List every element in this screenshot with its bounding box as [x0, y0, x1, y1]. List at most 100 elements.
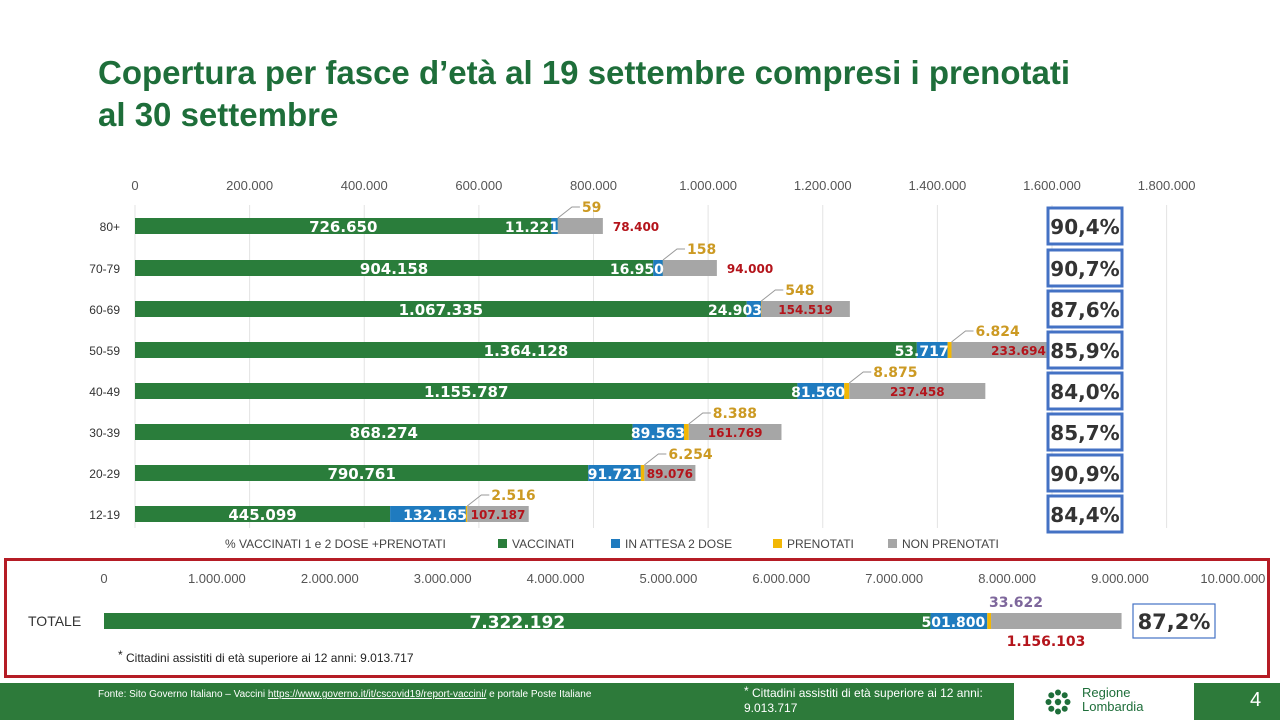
legend-swatch — [888, 539, 897, 548]
bar-prenotati — [760, 301, 762, 317]
value-label-vaccinati: 790.761 — [327, 465, 395, 483]
bar-in-attesa — [551, 218, 558, 234]
value-label-prenotati: 59 — [582, 200, 601, 216]
bar-vaccinati — [135, 465, 589, 481]
coverage-percent-value: 90,7% — [1050, 257, 1119, 281]
bar-in-attesa — [632, 424, 684, 440]
legend-swatch — [498, 539, 507, 548]
footer-population-note: * Cittadini assistiti di età superiore a… — [744, 684, 994, 716]
page-title-line-1: Copertura per fasce d’età al 19 settembr… — [98, 54, 1071, 91]
coverage-percent-box — [1046, 494, 1124, 534]
value-label-prenotati: 8.388 — [713, 406, 757, 422]
rosa-camuna-icon — [1044, 688, 1072, 716]
source-suffix: e portale Poste Italiane — [486, 689, 592, 700]
value-label-prenotati: 548 — [785, 283, 814, 299]
x-tick-label: 1.600.000 — [1023, 178, 1081, 193]
logo-wordmark: Regione Lombardia — [1082, 686, 1143, 714]
value-label-vaccinati: 1.067.335 — [399, 301, 483, 319]
bar-non-prenotati — [644, 465, 696, 481]
logo-line-2: Lombardia — [1082, 699, 1144, 714]
bar-prenotati — [683, 424, 689, 440]
bar-vaccinati — [135, 506, 391, 522]
footer-note-text: Cittadini assistiti di età superiore ai … — [744, 686, 983, 715]
y-category-label: 60-69 — [89, 303, 120, 317]
value-label-in-attesa: 132.165 — [403, 508, 467, 524]
page-title-line-2: al 30 settembre — [98, 96, 339, 133]
value-label-non-prenotati: 233.694 — [991, 344, 1046, 358]
value-label-in-attesa: 89.563 — [631, 426, 685, 442]
value-label-prenotati: 6.824 — [976, 324, 1021, 340]
value-label-in-attesa: 16.950 — [610, 262, 664, 278]
legend-swatch — [773, 539, 782, 548]
y-category-label: 30-39 — [89, 426, 120, 440]
x-tick-label: 1.800.000 — [1138, 178, 1196, 193]
value-label-vaccinati: 445.099 — [228, 506, 296, 524]
bar-vaccinati — [135, 260, 654, 276]
value-label-prenotati: 158 — [687, 242, 716, 258]
x-tick-label: 600.000 — [455, 178, 502, 193]
bar-prenotati — [465, 506, 468, 522]
total-coverage-panel — [4, 558, 1270, 678]
value-label-prenotati: 6.254 — [668, 447, 713, 463]
bar-in-attesa — [653, 260, 663, 276]
legend-entry: NON PRENOTATI — [902, 537, 999, 551]
leader-line — [557, 206, 580, 219]
x-tick-label: 1.000.000 — [679, 178, 737, 193]
footer-note-asterisk: * — [744, 684, 749, 698]
legend-entry: IN ATTESA 2 DOSE — [625, 537, 732, 551]
bar-vaccinati — [135, 218, 552, 234]
bar-non-prenotati — [849, 383, 986, 399]
bar-prenotati — [844, 383, 850, 399]
logo-line-1: Regione — [1082, 685, 1131, 700]
coverage-percent-box — [1046, 289, 1124, 329]
age-group-coverage-chart: 0 200.000 400.000 600.000 800.000 1.000.000 1.… — [89, 178, 1196, 551]
note-text: Cittadini assistiti di età superiore ai … — [126, 651, 414, 665]
regione-lombardia-logo: Regione Lombardia — [1014, 683, 1194, 720]
legend-entry: PRENOTATI — [787, 537, 854, 551]
coverage-percent-value: 85,7% — [1050, 421, 1119, 445]
coverage-percent-box — [1046, 453, 1124, 493]
bar-vaccinati — [135, 342, 917, 358]
bar-in-attesa — [797, 383, 845, 399]
bar-prenotati — [640, 465, 645, 481]
x-tick-label: 1.400.000 — [908, 178, 966, 193]
y-category-label: 70-79 — [89, 262, 120, 276]
y-category-label: 12-19 — [89, 508, 120, 522]
y-category-label: 40-49 — [89, 385, 120, 399]
leader-line — [760, 289, 784, 302]
x-tick-label: 0 — [131, 178, 138, 193]
leader-line — [688, 412, 711, 425]
bar-vaccinati — [135, 424, 633, 440]
value-label-in-attesa: 81.560 — [791, 385, 845, 401]
bar-in-attesa — [746, 301, 761, 317]
coverage-percent-value: 84,4% — [1050, 503, 1119, 527]
value-label-vaccinati: 1.364.128 — [484, 342, 568, 360]
bar-vaccinati — [135, 383, 798, 399]
value-label-prenotati: 2.516 — [491, 488, 535, 504]
value-label-non-prenotati: 237.458 — [890, 385, 945, 399]
value-label-non-prenotati: 78.400 — [613, 220, 659, 234]
bar-vaccinati — [135, 301, 747, 317]
page-number: 4 — [1250, 689, 1262, 711]
footer-bar: Fonte: Sito Governo Italiano – Vaccini h… — [0, 683, 1280, 720]
value-label-non-prenotati: 89.076 — [647, 467, 693, 481]
value-label-non-prenotati: 94.000 — [727, 262, 773, 276]
legend-entry: VACCINATI — [512, 537, 574, 551]
y-category-label: 20-29 — [89, 467, 120, 481]
leader-line — [848, 371, 872, 384]
value-label-non-prenotati: 107.187 — [471, 508, 526, 522]
coverage-percent-value: 90,9% — [1050, 462, 1119, 486]
leader-line — [662, 248, 686, 261]
coverage-percent-box — [1046, 248, 1124, 288]
value-label-vaccinati: 868.274 — [350, 424, 418, 442]
coverage-percent-value: 87,6% — [1050, 298, 1119, 322]
bar-in-attesa — [390, 506, 466, 522]
source-link[interactable]: https://www.governo.it/it/cscovid19/repo… — [267, 689, 487, 700]
coverage-percent-box — [1046, 206, 1124, 246]
legend-swatch — [611, 539, 620, 548]
leader-line — [951, 330, 974, 343]
y-category-label: 80+ — [100, 220, 120, 234]
bar-non-prenotati — [761, 301, 850, 317]
coverage-percent-box — [1046, 330, 1124, 370]
x-tick-label: 1.200.000 — [794, 178, 852, 193]
